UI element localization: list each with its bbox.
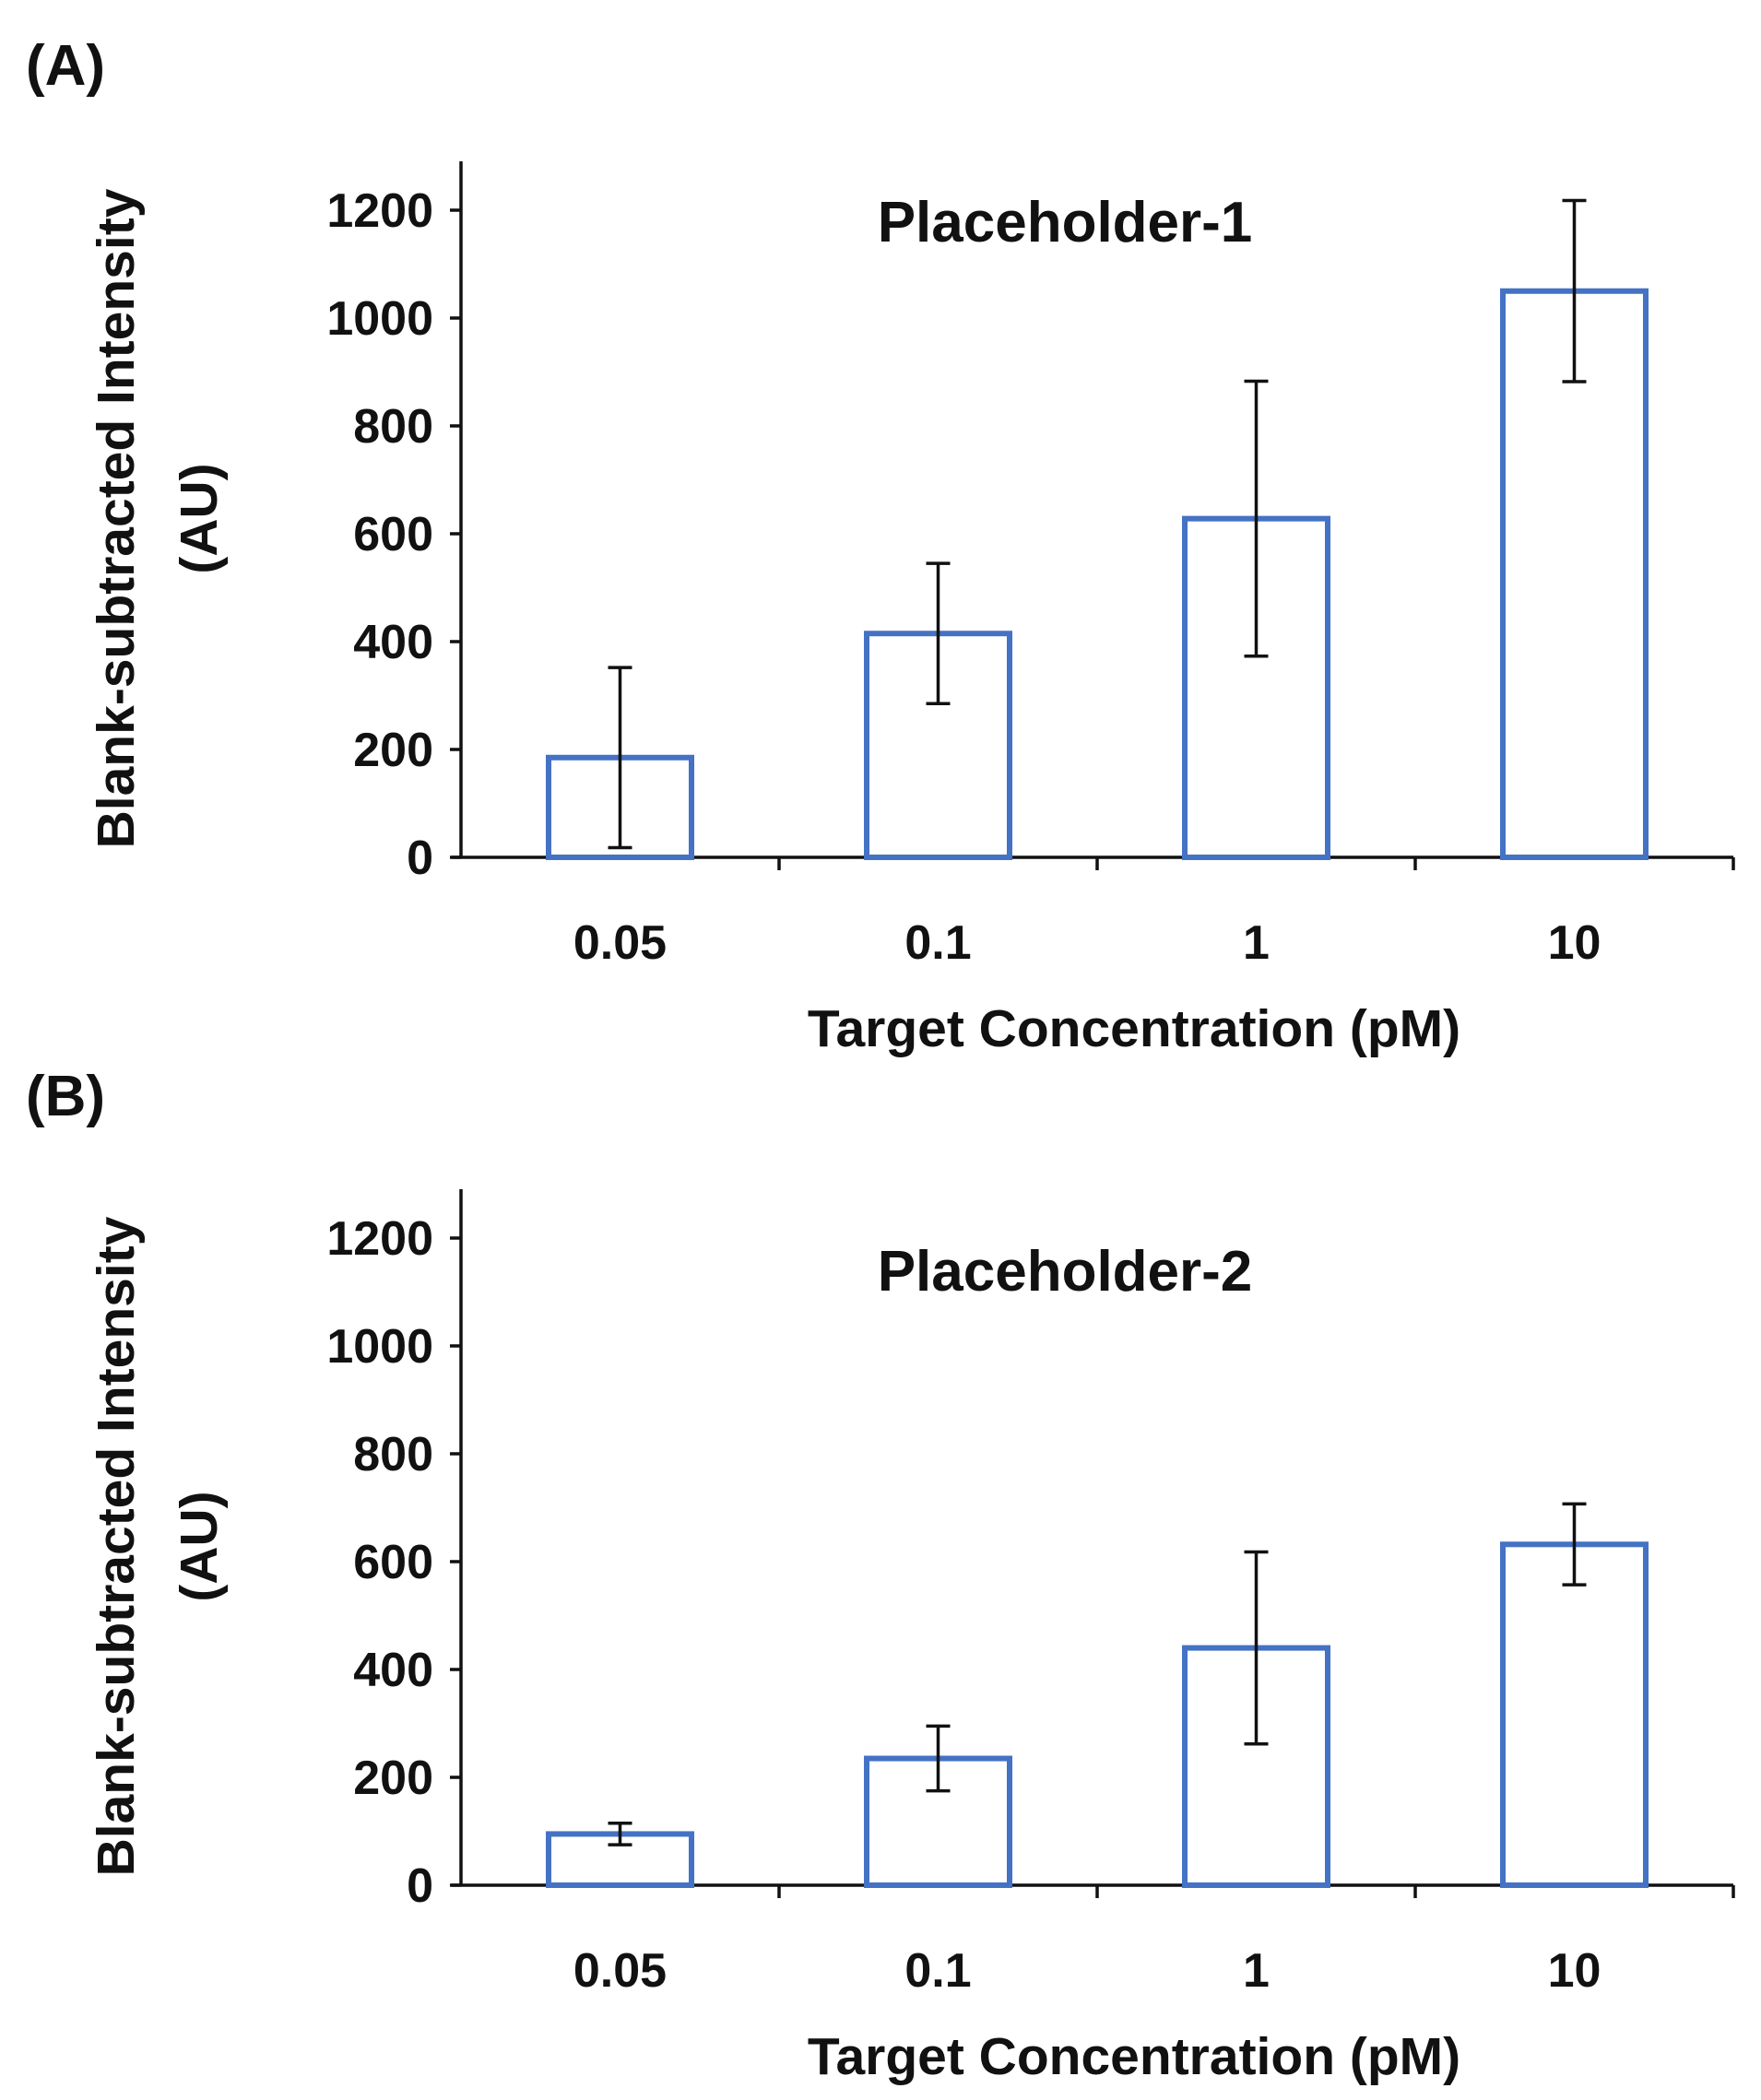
y-tick-label: 400 [353,616,433,669]
y-axis-title: Blank-subtracted Intensity [87,188,146,848]
y-tick-label: 1200 [326,184,433,238]
x-tick-label: 0.05 [573,1944,667,1998]
y-tick-label: 400 [353,1644,433,1697]
y-tick-label: 600 [353,1536,433,1589]
y-tick-label: 0 [407,1859,433,1913]
x-tick-label: 0.1 [904,916,971,970]
x-tick-label: 0.1 [904,1944,971,1998]
y-tick-label: 1200 [326,1212,433,1266]
x-tick-label: 10 [1548,1944,1601,1998]
x-tick-label: 0.05 [573,916,667,970]
y-tick-label: 200 [353,724,433,777]
panel-label: (B) [26,1065,105,1128]
x-tick-label: 1 [1243,1944,1270,1998]
chart-title: Placeholder-1 [878,191,1253,254]
y-tick-label: 600 [353,508,433,561]
y-tick-label: 200 [353,1752,433,1805]
chart-panel-a: (A) 0 200 400 600 800 1000 1200 0.05 0.1 1 10 Placeh… [26,34,1735,1058]
y-tick-label: 1000 [326,1320,433,1374]
y-tick-label: 800 [353,400,433,454]
bar [1500,1541,1649,1889]
y-tick-label: 0 [407,832,433,885]
x-axis-title: Target Concentration (pM) [808,999,1460,1058]
panel-label: (A) [26,34,105,98]
chart-title: Placeholder-2 [878,1240,1253,1304]
y-axis-title-units: (AU) [170,1491,229,1601]
y-axis-title: Blank-subtracted Intensity [87,1216,146,1876]
chart-panel-b: (B) 0 200 400 600 800 1000 1200 0.05 0.1 1 10 Placeh… [26,1065,1735,2086]
x-axis-title: Target Concentration (pM) [808,2027,1460,2086]
y-tick-label: 1000 [326,292,433,346]
x-tick-label: 10 [1548,916,1601,970]
y-tick-label: 800 [353,1428,433,1481]
y-axis-title-units: (AU) [170,463,229,573]
x-tick-label: 1 [1243,916,1270,970]
